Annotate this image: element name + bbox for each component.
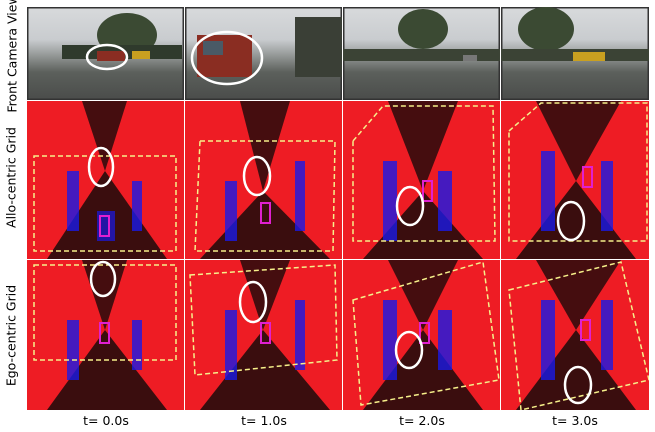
target-ellipse-icon (556, 200, 586, 242)
ego-box-icon (260, 202, 271, 224)
bus-in-camera-t3 (573, 52, 605, 61)
target-ellipse-icon (238, 280, 268, 324)
allo-grid-t3 (501, 101, 649, 259)
dashed-frame (508, 102, 648, 242)
allo-occupancy-t0 (33, 101, 177, 259)
ego-box-icon (422, 180, 433, 202)
dashed-frame (33, 264, 177, 361)
ego-grid-t2 (343, 260, 500, 410)
ego-occupancy-t2 (352, 260, 500, 410)
target-ellipse-icon (89, 260, 117, 298)
ego-box-icon (99, 215, 110, 237)
ego-box-icon (582, 166, 593, 188)
target-ellipse-icon (394, 330, 424, 370)
ego-box-icon (260, 322, 271, 344)
allo-grid-t0 (27, 101, 184, 259)
dashed-frame (189, 264, 338, 376)
allo-occupancy-t1 (194, 101, 336, 259)
row-label-ego: Ego-centric Grid (3, 284, 19, 387)
target-ellipse-icon (242, 155, 272, 197)
time-label-t0: t= 0.0s (83, 413, 129, 428)
row-label-camera: Front Camera View (4, 0, 20, 113)
allo-grid-t1 (185, 101, 342, 259)
dashed-frame (33, 155, 177, 252)
ego-grid-t0 (27, 260, 184, 410)
time-label-t2: t= 2.0s (399, 413, 445, 428)
camera-frame-t0 (27, 7, 184, 100)
target-ellipse-icon (563, 365, 593, 405)
target-ellipse-icon (190, 30, 264, 86)
target-ellipse-icon (87, 146, 115, 188)
time-label-t1: t= 1.0s (241, 413, 287, 428)
ego-box-icon (580, 319, 591, 341)
dashed-frame (508, 261, 649, 410)
ego-grid-t3 (501, 260, 649, 410)
dashed-frame (352, 105, 496, 242)
camera-frame-t3 (501, 7, 649, 100)
camera-frame-t2 (343, 7, 500, 100)
bus-in-camera-t0 (97, 51, 125, 61)
allo-occupancy-t2 (352, 101, 496, 259)
time-label-t3: t= 3.0s (552, 413, 598, 428)
allo-occupancy-t3 (508, 101, 648, 259)
dashed-frame (194, 140, 336, 252)
allo-grid-t2 (343, 101, 500, 259)
dashed-frame (352, 261, 500, 406)
ego-occupancy-t1 (189, 260, 338, 410)
camera-scene-t3 (501, 7, 649, 100)
row-label-allo: Allo-centric Grid (3, 127, 19, 228)
camera-scene-t2 (343, 7, 500, 100)
camera-scene-t1 (185, 7, 342, 100)
target-ellipse-icon (395, 185, 425, 227)
ego-occupancy-t0 (33, 260, 177, 410)
ego-box-icon (419, 322, 430, 344)
camera-frame-t1 (185, 7, 342, 100)
ego-grid-t1 (185, 260, 342, 410)
target-ellipse-icon (85, 43, 129, 71)
camera-scene-t0 (27, 7, 184, 100)
ego-occupancy-t3 (508, 260, 649, 410)
ego-box-icon (99, 322, 110, 344)
